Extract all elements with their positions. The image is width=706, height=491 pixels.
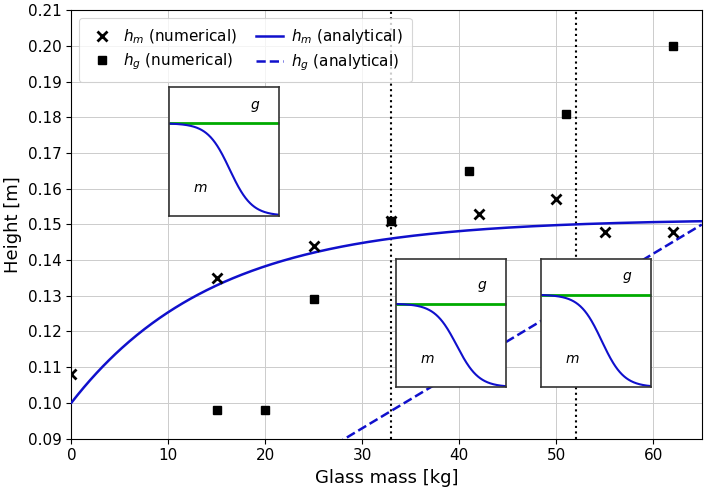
$h_m$ (analytical) bbox=[408, 233, 417, 239]
X-axis label: Glass mass [kg]: Glass mass [kg] bbox=[315, 469, 458, 487]
$h_m$ (numerical) bbox=[67, 371, 76, 377]
$h_m$ (analytical) bbox=[698, 218, 706, 224]
$h_g$ (numerical) bbox=[669, 43, 677, 49]
Line: $h_g$ (analytical): $h_g$ (analytical) bbox=[71, 224, 702, 491]
$h_g$ (numerical) bbox=[387, 218, 395, 224]
$h_m$ (numerical) bbox=[601, 228, 609, 234]
$h_m$ (numerical) bbox=[310, 243, 318, 249]
$h_m$ (analytical) bbox=[366, 239, 375, 245]
Y-axis label: Height [m]: Height [m] bbox=[4, 176, 22, 273]
$h_g$ (numerical) bbox=[562, 111, 570, 117]
$h_m$ (numerical) bbox=[552, 196, 561, 202]
$h_m$ (numerical) bbox=[213, 275, 221, 281]
$h_m$ (analytical) bbox=[371, 238, 379, 244]
$h_g$ (numerical) bbox=[310, 297, 318, 302]
$h_m$ (analytical) bbox=[584, 221, 592, 227]
Line: $h_m$ (numerical): $h_m$ (numerical) bbox=[66, 194, 678, 379]
$h_m$ (analytical) bbox=[683, 218, 691, 224]
$h_g$ (analytical) bbox=[408, 395, 417, 401]
$h_g$ (analytical) bbox=[366, 420, 375, 426]
$h_g$ (analytical) bbox=[683, 231, 691, 237]
Line: $h_g$ (numerical): $h_g$ (numerical) bbox=[213, 42, 677, 414]
$h_g$ (analytical) bbox=[698, 221, 706, 227]
$h_m$ (numerical) bbox=[474, 211, 483, 217]
$h_g$ (analytical) bbox=[443, 375, 451, 381]
$h_g$ (analytical) bbox=[584, 290, 592, 296]
$h_m$ (analytical) bbox=[443, 229, 451, 235]
$h_g$ (analytical) bbox=[371, 418, 379, 424]
$h_g$ (numerical) bbox=[465, 168, 473, 174]
Line: $h_m$ (analytical): $h_m$ (analytical) bbox=[71, 221, 702, 403]
Legend: $h_m$ (numerical), $h_g$ (numerical), $h_m$ (analytical), $h_g$ (analytical): $h_m$ (numerical), $h_g$ (numerical), $h… bbox=[79, 18, 412, 82]
$h_m$ (numerical) bbox=[387, 218, 395, 224]
$h_m$ (analytical) bbox=[67, 400, 76, 406]
$h_m$ (numerical) bbox=[669, 228, 677, 234]
$h_g$ (numerical) bbox=[261, 407, 270, 413]
$h_g$ (numerical) bbox=[213, 407, 221, 413]
